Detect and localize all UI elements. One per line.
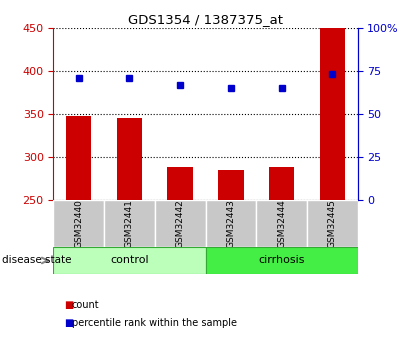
Bar [307, 200, 358, 247]
Bar [168, 167, 193, 200]
Text: GSM32445: GSM32445 [328, 199, 337, 248]
Bar [53, 200, 104, 247]
Text: GSM32443: GSM32443 [226, 199, 236, 248]
Text: control: control [110, 256, 149, 265]
Text: disease state: disease state [2, 256, 72, 265]
Bar [104, 200, 155, 247]
Bar [218, 170, 243, 200]
Bar [66, 116, 91, 200]
Text: GSM32440: GSM32440 [74, 199, 83, 248]
Text: ■: ■ [64, 300, 73, 310]
Text: count: count [72, 300, 99, 310]
Text: GSM32442: GSM32442 [175, 199, 185, 248]
Bar [206, 247, 358, 274]
Bar [155, 200, 206, 247]
Text: GSM32441: GSM32441 [125, 199, 134, 248]
Bar [206, 200, 256, 247]
Bar [117, 118, 142, 200]
Text: ■: ■ [64, 318, 73, 327]
Bar [53, 247, 206, 274]
Bar [256, 200, 307, 247]
Text: percentile rank within the sample: percentile rank within the sample [72, 318, 237, 327]
Bar [269, 167, 294, 200]
Text: GSM32444: GSM32444 [277, 199, 286, 248]
Title: GDS1354 / 1387375_at: GDS1354 / 1387375_at [128, 13, 283, 27]
Text: cirrhosis: cirrhosis [258, 256, 305, 265]
Bar [319, 28, 345, 200]
